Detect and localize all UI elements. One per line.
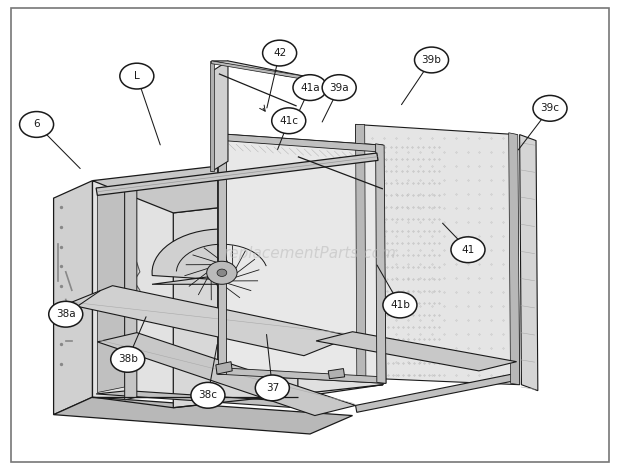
Polygon shape: [97, 184, 125, 392]
Text: 39a: 39a: [329, 83, 349, 93]
Circle shape: [49, 301, 82, 327]
Polygon shape: [355, 125, 520, 384]
Polygon shape: [211, 61, 304, 76]
Polygon shape: [218, 133, 226, 374]
Polygon shape: [520, 134, 538, 391]
Polygon shape: [328, 368, 345, 379]
Polygon shape: [92, 157, 383, 213]
Polygon shape: [316, 332, 516, 371]
Polygon shape: [218, 133, 386, 384]
Polygon shape: [376, 144, 386, 384]
Circle shape: [451, 237, 485, 263]
Polygon shape: [355, 373, 518, 412]
Polygon shape: [53, 180, 92, 415]
Text: 37: 37: [266, 383, 279, 393]
Polygon shape: [97, 333, 355, 415]
Polygon shape: [216, 133, 383, 152]
Polygon shape: [92, 157, 298, 397]
Text: 42: 42: [273, 48, 286, 58]
Circle shape: [293, 75, 327, 101]
Circle shape: [263, 40, 296, 66]
Polygon shape: [67, 286, 353, 356]
Circle shape: [322, 75, 356, 101]
Circle shape: [415, 47, 448, 73]
Polygon shape: [96, 153, 378, 196]
Circle shape: [272, 108, 306, 133]
Text: 39b: 39b: [422, 55, 441, 65]
Text: replacementParts.com: replacementParts.com: [224, 246, 396, 261]
Polygon shape: [53, 397, 353, 434]
Text: 38b: 38b: [118, 354, 138, 364]
Circle shape: [533, 95, 567, 121]
Circle shape: [255, 375, 290, 401]
Circle shape: [217, 269, 227, 276]
Polygon shape: [173, 189, 383, 407]
Text: 6: 6: [33, 119, 40, 129]
Circle shape: [111, 346, 144, 372]
Polygon shape: [216, 362, 232, 374]
Polygon shape: [217, 368, 385, 384]
Polygon shape: [125, 183, 137, 400]
Text: 38c: 38c: [198, 390, 218, 400]
Text: 41a: 41a: [300, 83, 320, 93]
Circle shape: [20, 111, 53, 137]
Circle shape: [191, 383, 225, 408]
Circle shape: [120, 63, 154, 89]
Circle shape: [206, 261, 237, 284]
Polygon shape: [211, 61, 228, 172]
Text: L: L: [134, 71, 140, 81]
Polygon shape: [508, 133, 520, 384]
Polygon shape: [298, 157, 383, 397]
Circle shape: [383, 292, 417, 318]
Text: 38a: 38a: [56, 309, 76, 319]
Polygon shape: [211, 61, 304, 79]
Polygon shape: [210, 61, 214, 172]
Polygon shape: [96, 391, 353, 409]
Text: 41: 41: [461, 245, 474, 255]
Polygon shape: [355, 125, 366, 379]
Text: 39c: 39c: [541, 103, 559, 113]
Text: 41b: 41b: [390, 300, 410, 310]
Text: 41c: 41c: [279, 116, 298, 126]
Polygon shape: [152, 229, 292, 284]
